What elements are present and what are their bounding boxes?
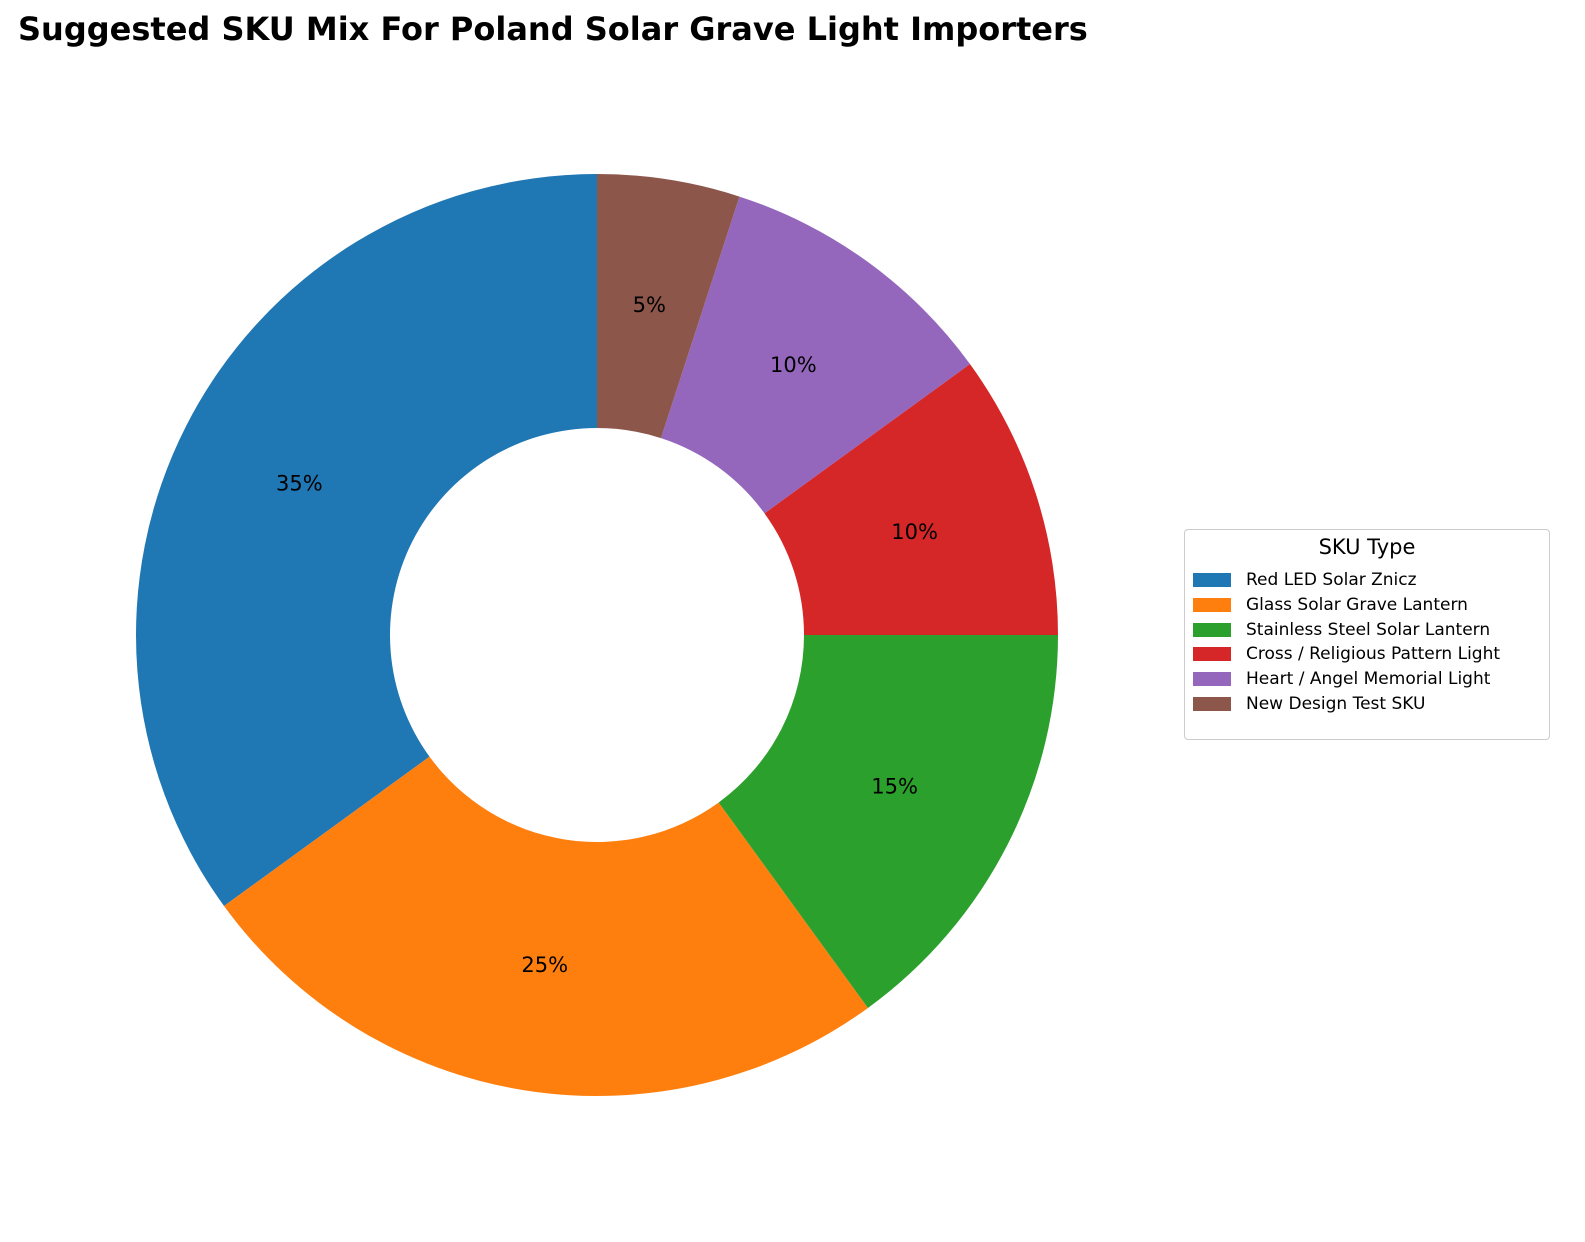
slice-label-red-led-solar-znicz: 35% — [276, 471, 323, 495]
legend-label: New Design Test SKU — [1246, 694, 1426, 714]
legend-label: Heart / Angel Memorial Light — [1246, 669, 1491, 690]
legend-label: Glass Solar Grave Lantern — [1246, 594, 1468, 615]
legend-item-stainless-steel-solar-lantern: Stainless Steel Solar Lantern — [1193, 617, 1490, 643]
legend-swatch — [1193, 697, 1231, 711]
legend-swatch — [1193, 573, 1231, 587]
legend-swatch — [1193, 622, 1231, 637]
slice-label-heart-angel-memorial-light: 10% — [770, 353, 817, 377]
slice-glass-solar-grave-lantern — [224, 756, 868, 1096]
legend-item-red-led-solar-znicz: Red LED Solar Znicz — [1193, 567, 1417, 593]
legend-label: Cross / Religious Pattern Light — [1246, 644, 1501, 665]
slice-label-new-design-test-sku: 5% — [633, 293, 666, 317]
slice-new-design-test-sku — [597, 174, 740, 439]
slice-value-labels: 35% 25% 15% 10% 10% 5% — [276, 293, 938, 977]
slice-red-led-solar-znicz — [136, 174, 597, 906]
slice-heart-angel-memorial-light — [660, 196, 970, 514]
legend-item-cross-religious-pattern-light: Cross / Religious Pattern Light — [1193, 641, 1500, 667]
donut-slices — [136, 174, 1058, 1096]
slice-cross-religious-pattern-light — [764, 364, 1058, 635]
slice-stainless-steel-solar-lantern — [718, 635, 1058, 1008]
legend-item-new-design-test-sku: New Design Test SKU — [1193, 691, 1425, 717]
legend-swatch — [1193, 672, 1231, 687]
slice-label-stainless-steel-solar-lantern: 15% — [871, 775, 918, 799]
legend-swatch — [1193, 597, 1231, 612]
legend-item-heart-angel-memorial-light: Heart / Angel Memorial Light — [1193, 666, 1490, 692]
legend: SKU Type Red LED Solar Znicz Glass Solar … — [1184, 529, 1550, 740]
slice-label-cross-religious-pattern-light: 10% — [891, 520, 938, 544]
legend-item-glass-solar-grave-lantern: Glass Solar Grave Lantern — [1193, 592, 1468, 618]
legend-label: Red LED Solar Znicz — [1246, 570, 1417, 590]
legend-title: SKU Type — [1318, 535, 1416, 559]
legend-swatch — [1193, 647, 1231, 662]
legend-label: Stainless Steel Solar Lantern — [1246, 619, 1491, 640]
slice-label-glass-solar-grave-lantern: 25% — [521, 953, 568, 977]
chart-title: Suggested SKU Mix For Poland Solar Grave… — [18, 10, 1088, 48]
